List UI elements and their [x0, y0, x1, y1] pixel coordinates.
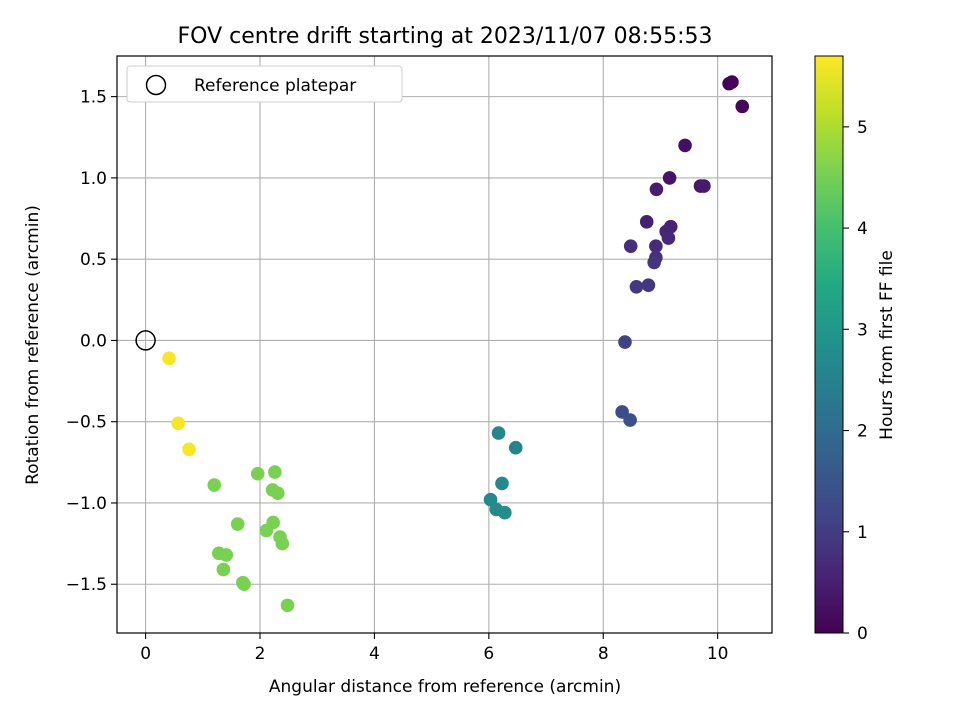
x-tick-label: 0: [140, 644, 151, 664]
legend-marker-icon: [145, 74, 167, 96]
data-point: [216, 562, 231, 577]
y-tick-label: 1.5: [80, 88, 107, 108]
data-point: [219, 548, 234, 562]
colorbar-tick-label: 4: [857, 219, 868, 239]
data-point: [275, 536, 290, 551]
legend-box: [126, 65, 403, 103]
reference-marker-layer: [135, 330, 156, 351]
data-point: [735, 99, 750, 114]
y-axis-label: Rotation from reference (arcmin): [23, 205, 43, 485]
data-point: [678, 138, 692, 153]
y-tick-label: −1.0: [66, 494, 107, 514]
plot-frame: [116, 55, 773, 634]
data-point: [171, 416, 186, 431]
y-tick-label: 0.5: [80, 250, 107, 270]
data-point: [498, 505, 512, 520]
data-point: [623, 239, 638, 253]
data-point: [647, 255, 661, 270]
y-axis-ticks: −1.5 −1.0 −0.5 0.0 0.5 1.0 1.5: [66, 88, 117, 595]
chart-title: FOV centre drift starting at 2023/11/07 …: [178, 24, 713, 49]
colorbar-gradient: [814, 55, 844, 634]
data-point: [629, 280, 644, 294]
data-point: [508, 440, 523, 455]
data-point: [662, 171, 677, 185]
colorbar-label: Hours from first FF file: [877, 250, 897, 440]
x-tick-label: 6: [483, 644, 494, 664]
y-tick-label: 1.0: [80, 169, 107, 189]
data-point: [268, 465, 282, 479]
data-point: [495, 476, 509, 491]
colorbar-tick-label: 3: [857, 320, 868, 340]
data-point: [237, 577, 251, 592]
data-point: [641, 278, 656, 292]
colorbar-tick-label: 2: [857, 422, 868, 442]
data-point: [250, 466, 265, 481]
data-point: [230, 517, 245, 531]
y-tick-label: 0.0: [80, 331, 107, 351]
data-point: [491, 426, 506, 440]
x-axis-label: Angular distance from reference (arcmin): [269, 677, 621, 697]
legend-label: Reference platepar: [194, 76, 356, 96]
data-point: [182, 442, 196, 457]
data-point: [270, 486, 285, 501]
data-point: [280, 598, 295, 613]
data-point: [697, 179, 711, 193]
colorbar-ticks: 0 1 2 3 4 5: [843, 118, 868, 644]
data-point: [725, 75, 739, 89]
grid: [117, 56, 772, 633]
legend: Reference platepar: [126, 65, 403, 103]
data-point: [162, 351, 176, 366]
colorbar-tick-label: 5: [857, 118, 868, 138]
colorbar-tick-label: 1: [857, 523, 868, 543]
data-point: [661, 231, 676, 245]
y-tick-label: −0.5: [66, 413, 107, 433]
y-tick-label: −1.5: [66, 575, 107, 595]
colorbar: 0 1 2 3 4 5 Hours from first FF file: [814, 55, 897, 644]
reference-platepar-marker: [135, 330, 156, 351]
data-point: [618, 335, 632, 349]
data-point: [623, 413, 637, 427]
data-point: [639, 214, 654, 229]
data-point: [649, 239, 663, 253]
data-point: [259, 523, 274, 538]
x-tick-label: 10: [707, 644, 729, 664]
x-tick-label: 2: [255, 644, 266, 664]
data-point: [649, 182, 664, 197]
x-axis-ticks: 0 2 4 6 8 10: [140, 633, 728, 664]
data-points: [162, 75, 750, 613]
x-tick-label: 4: [369, 644, 380, 664]
colorbar-tick-label: 0: [857, 624, 868, 644]
x-tick-label: 8: [598, 644, 609, 664]
data-point: [207, 478, 222, 492]
